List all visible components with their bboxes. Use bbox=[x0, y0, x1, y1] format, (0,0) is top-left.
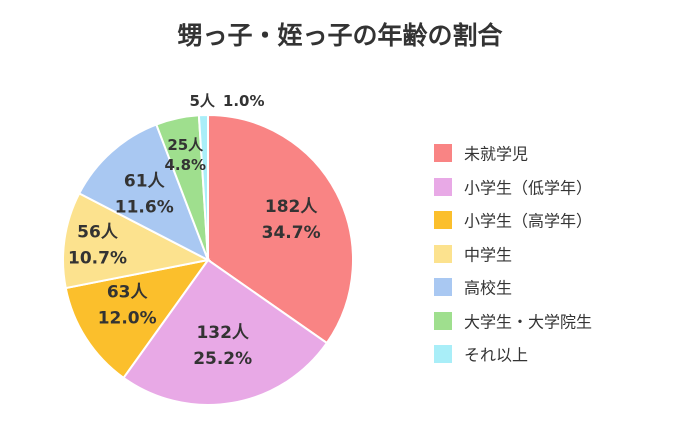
legend-label: 小学生（高学年） bbox=[464, 211, 593, 231]
slice-count-2: 132人 bbox=[196, 323, 249, 343]
legend-label: それ以上 bbox=[464, 345, 529, 365]
slice-percent-7: 1.0% bbox=[223, 92, 265, 110]
legend-item-1: 未就学児 bbox=[434, 141, 592, 175]
legend: 未就学児小学生（低学年） 小学生（高学年） 中学生高校生大学生・大学院生 それ以上 bbox=[434, 141, 592, 376]
slice-percent-5: 11.6% bbox=[115, 198, 174, 218]
legend-swatch bbox=[434, 177, 452, 196]
legend-item-5: 高校生 bbox=[434, 275, 592, 309]
pie-slice-4 bbox=[62, 192, 212, 290]
slice-count-6: 25人 bbox=[167, 136, 204, 154]
legend-label: 小学生（低学年） bbox=[464, 178, 593, 197]
pie-slice-5 bbox=[77, 123, 210, 263]
slice-count-7: 5人 bbox=[189, 92, 215, 110]
legend-label: 未就学児 bbox=[464, 144, 529, 164]
pie-slices bbox=[62, 113, 354, 406]
slice-percent-6: 4.8% bbox=[164, 156, 206, 174]
legend-label: 高校生 bbox=[464, 278, 513, 298]
slice-count-1: 182人 bbox=[265, 197, 318, 217]
slice-percent-2: 25.2% bbox=[193, 349, 252, 369]
legend-item-3: 小学生（高学年） bbox=[434, 208, 592, 242]
legend-swatch bbox=[434, 278, 452, 296]
legend-swatch bbox=[434, 144, 452, 162]
pie-slice-7 bbox=[197, 113, 209, 261]
pie-slice-3 bbox=[64, 258, 211, 380]
pie-slice-1 bbox=[207, 113, 354, 345]
slice-percent-4: 10.7% bbox=[68, 249, 127, 269]
legend-item-2: 小学生（低学年） bbox=[434, 175, 592, 209]
legend-item-7: それ以上 bbox=[434, 342, 592, 376]
slice-count-4: 56人 bbox=[77, 223, 119, 243]
legend-swatch bbox=[434, 211, 452, 229]
legend-swatch bbox=[434, 345, 452, 363]
legend-label: 中学生 bbox=[464, 245, 513, 264]
legend-item-6: 大学生・大学院生 bbox=[434, 309, 592, 343]
legend-swatch bbox=[434, 244, 452, 263]
slice-count-5: 61人 bbox=[124, 172, 166, 192]
slice-percent-3: 12.0% bbox=[98, 308, 157, 328]
chart-title: 甥っ子・姪っ子の年齢の割合 bbox=[177, 21, 503, 50]
legend-swatch bbox=[434, 311, 452, 330]
slice-count-3: 63人 bbox=[107, 282, 149, 302]
pie-slice-2 bbox=[122, 258, 329, 406]
pie-labels: 182人 34.7% 132人 25.2% 63人 12.0% 56人 10.7% 61人 11.… bbox=[68, 92, 321, 369]
legend-item-4: 中学生 bbox=[434, 242, 592, 276]
slice-percent-1: 34.7% bbox=[262, 223, 321, 243]
legend-label: 大学生・大学院生 bbox=[464, 312, 593, 331]
slice-label-7: 5人 1.0% bbox=[189, 92, 264, 110]
